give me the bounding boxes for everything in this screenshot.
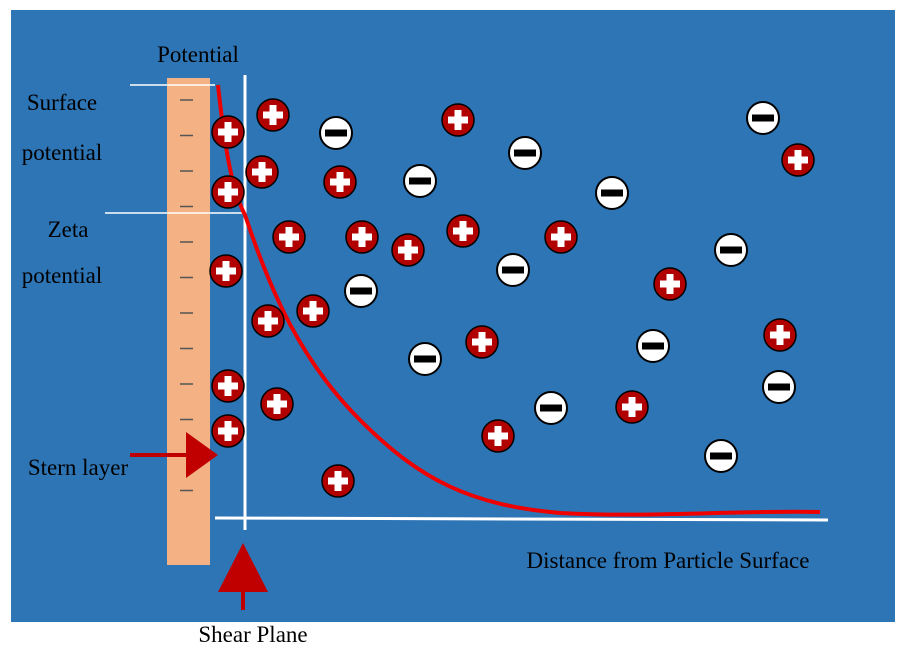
positive-ion: [392, 234, 424, 266]
negative-ion: [747, 102, 779, 134]
ion-sign: [479, 332, 486, 352]
positive-ion: [545, 221, 577, 253]
ion-sign: [325, 130, 347, 137]
ion-sign: [270, 105, 277, 125]
positive-ion: [324, 166, 356, 198]
ion-sign: [265, 311, 272, 331]
stern-bar: [167, 78, 210, 565]
positive-ion: [466, 326, 498, 358]
ion-sign: [642, 343, 664, 350]
negative-ion: [497, 254, 529, 286]
ion-sign: [601, 190, 623, 197]
negative-ion: [535, 392, 567, 424]
ion-sign: [495, 426, 502, 446]
ion-sign: [414, 356, 436, 363]
ion-sign: [350, 288, 372, 295]
ion-sign: [225, 122, 232, 142]
positive-ion: [261, 388, 293, 420]
ion-sign: [514, 150, 536, 157]
positive-ion: [322, 465, 354, 497]
ion-sign: [223, 261, 230, 281]
ion-sign: [225, 421, 232, 441]
ion-sign: [405, 240, 412, 260]
positive-ion: [616, 391, 648, 423]
ion-sign: [286, 227, 293, 247]
positive-ion: [210, 255, 242, 287]
ion-sign: [310, 301, 317, 321]
ion-sign: [752, 115, 774, 122]
positive-ion: [252, 305, 284, 337]
negative-ion: [715, 234, 747, 266]
diagram: Potential Surface potential Zeta potenti…: [0, 0, 907, 650]
ion-sign: [409, 178, 431, 185]
ion-sign: [710, 453, 732, 460]
negative-ion: [345, 275, 377, 307]
negative-ion: [404, 165, 436, 197]
ion-sign: [225, 182, 232, 202]
distance-label: Distance from Particle Surface: [527, 548, 810, 573]
positive-ion: [346, 221, 378, 253]
negative-ion: [509, 137, 541, 169]
ion-sign: [720, 247, 742, 254]
ion-sign: [359, 227, 366, 247]
ion-sign: [777, 325, 784, 345]
surface-potential-label: Surface: [27, 90, 97, 115]
ion-sign: [225, 376, 232, 396]
positive-ion: [212, 176, 244, 208]
positive-ion: [297, 295, 329, 327]
ion-sign: [540, 405, 562, 412]
ion-sign: [558, 227, 565, 247]
positive-ion: [212, 116, 244, 148]
ion-sign: [259, 162, 266, 182]
negative-ion: [637, 330, 669, 362]
positive-ion: [257, 99, 289, 131]
positive-ion: [447, 215, 479, 247]
positive-ion: [442, 104, 474, 136]
positive-ion: [273, 221, 305, 253]
negative-ion: [596, 177, 628, 209]
ion-sign: [274, 394, 281, 414]
ion-sign: [335, 471, 342, 491]
ion-sign: [502, 267, 524, 274]
ion-sign: [768, 384, 790, 391]
ion-sign: [629, 397, 636, 417]
ion-sign: [460, 221, 467, 241]
potential-label: Potential: [157, 42, 239, 67]
positive-ion: [212, 370, 244, 402]
positive-ion: [782, 144, 814, 176]
shear-plane-label: Shear Plane: [198, 622, 307, 647]
negative-ion: [320, 117, 352, 149]
positive-ion: [764, 319, 796, 351]
positive-ion: [212, 415, 244, 447]
positive-ion: [482, 420, 514, 452]
ion-sign: [455, 110, 462, 130]
positive-ion: [654, 268, 686, 300]
zeta-potential-label: Zeta: [48, 217, 89, 242]
positive-ion: [246, 156, 278, 188]
negative-ion: [409, 343, 441, 375]
negative-ion: [705, 440, 737, 472]
distance-axis: [215, 518, 828, 520]
ion-sign: [667, 274, 674, 294]
ion-sign: [337, 172, 344, 192]
zeta-potential-label: potential: [22, 263, 102, 288]
ion-sign: [795, 150, 802, 170]
negative-ion: [763, 371, 795, 403]
surface-potential-label: potential: [22, 140, 102, 165]
stern-layer-label: Stern layer: [28, 455, 129, 480]
